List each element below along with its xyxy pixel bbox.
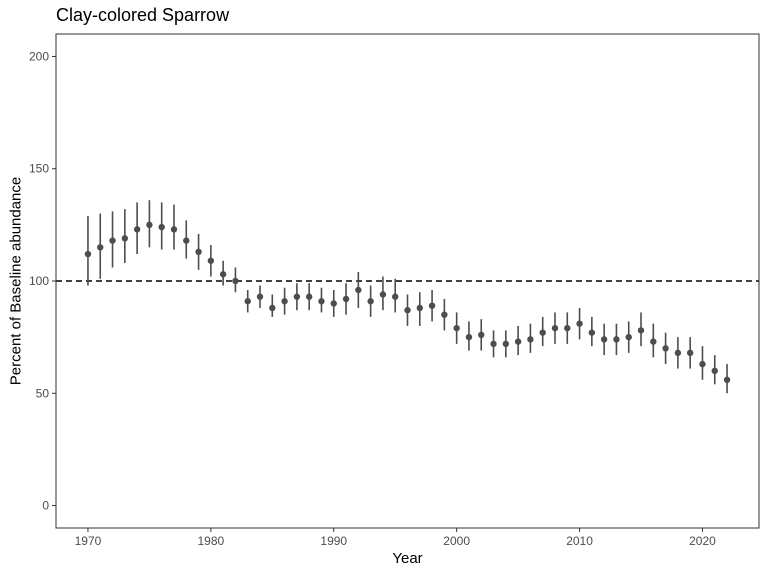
- data-point: [711, 367, 718, 375]
- data-point: [367, 298, 374, 305]
- x-tick-label: 1990: [320, 534, 347, 548]
- data-point: [490, 340, 497, 348]
- data-point: [539, 329, 546, 336]
- y-tick-label: 200: [29, 49, 49, 63]
- data-point: [342, 295, 350, 303]
- x-tick-label: 1970: [75, 534, 102, 548]
- data-point: [662, 345, 669, 352]
- data-point: [699, 360, 706, 368]
- data-point: [514, 338, 522, 345]
- data-point: [244, 298, 251, 305]
- data-point: [379, 291, 387, 298]
- data-point: [256, 293, 264, 300]
- data-point: [527, 336, 534, 343]
- data-point: [551, 324, 559, 332]
- data-point: [613, 336, 620, 343]
- data-point: [637, 327, 645, 334]
- data-point: [392, 293, 399, 300]
- chart-title: Clay-colored Sparrow: [56, 5, 230, 25]
- x-tick-label: 2000: [443, 534, 470, 548]
- data-point: [650, 338, 657, 345]
- data-point: [318, 298, 325, 305]
- y-axis-label: Percent of Baseline abundance: [7, 176, 25, 386]
- data-point: [502, 340, 510, 348]
- data-point: [232, 277, 239, 285]
- data-point: [207, 257, 215, 264]
- data-point: [416, 304, 423, 312]
- data-point: [146, 221, 153, 229]
- y-tick-label: 150: [29, 162, 49, 176]
- x-tick-label: 2020: [689, 534, 716, 548]
- panel-border: [55, 33, 760, 529]
- data-point: [281, 298, 288, 305]
- data-point: [625, 333, 632, 341]
- data-point: [600, 336, 608, 343]
- data-point: [404, 306, 411, 314]
- data-point: [453, 324, 460, 332]
- data-point: [674, 349, 682, 357]
- data-point: [330, 300, 337, 307]
- y-tick-label: 100: [29, 274, 49, 288]
- data-point: [133, 226, 141, 233]
- data-point: [686, 349, 694, 357]
- x-tick-label: 1980: [198, 534, 225, 548]
- data-point: [293, 293, 301, 300]
- data-point: [219, 271, 227, 278]
- data-point: [109, 237, 116, 244]
- data-point: [97, 244, 104, 251]
- y-tick-label: 50: [36, 386, 50, 400]
- data-point: [478, 331, 485, 339]
- data-point: [183, 237, 190, 244]
- data-point: [195, 248, 202, 256]
- data-point: [84, 250, 92, 258]
- data-point: [269, 304, 276, 312]
- x-axis-label: Year: [392, 550, 423, 567]
- data-point: [428, 302, 436, 309]
- data-point: [588, 329, 596, 336]
- data-point: [564, 324, 571, 332]
- x-tick-label: 2010: [566, 534, 593, 548]
- data-point: [441, 311, 448, 318]
- data-point: [355, 286, 362, 294]
- data-point: [305, 293, 313, 300]
- data-point: [723, 376, 731, 383]
- data-point: [170, 226, 178, 233]
- data-point: [121, 235, 129, 242]
- data-point: [158, 223, 165, 231]
- y-tick-label: 0: [42, 499, 49, 513]
- data-point: [576, 320, 583, 327]
- data-point: [465, 333, 473, 341]
